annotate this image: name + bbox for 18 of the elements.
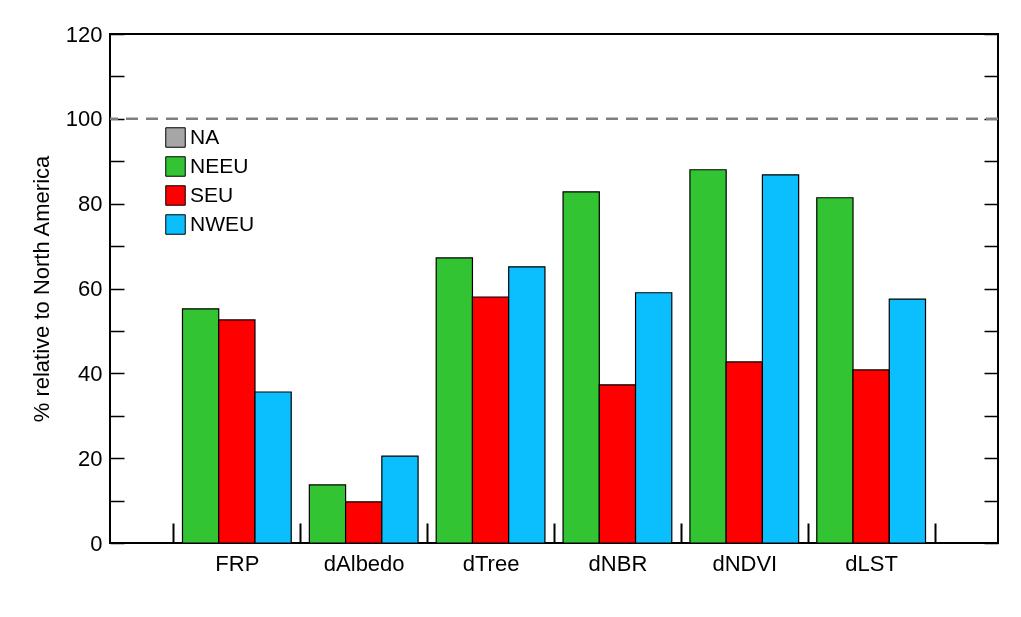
x-tick-label: dNDVI — [712, 550, 778, 576]
y-tick-label: 100 — [65, 106, 103, 132]
y-tick-label: 20 — [78, 445, 103, 471]
legend-label: SEU — [190, 182, 234, 206]
x-tick-label: dNBR — [588, 550, 648, 576]
y-tick-label: 120 — [65, 21, 103, 47]
x-tick-label: dAlbedo — [323, 550, 405, 576]
x-tick-label: dTree — [462, 550, 520, 576]
legend-label: NEEU — [190, 153, 249, 177]
y-tick-label: 80 — [78, 191, 103, 217]
x-tick-label: FRP — [215, 550, 260, 576]
y-axis-title: % relative to North America — [28, 154, 54, 423]
x-tick-label: dLST — [845, 550, 898, 576]
y-tick-label: 60 — [78, 276, 103, 301]
legend-label: NWEU — [190, 211, 255, 235]
y-tick-label: 40 — [78, 360, 103, 386]
y-tick-label: 0 — [90, 530, 103, 556]
legend-label: NA — [190, 124, 220, 148]
